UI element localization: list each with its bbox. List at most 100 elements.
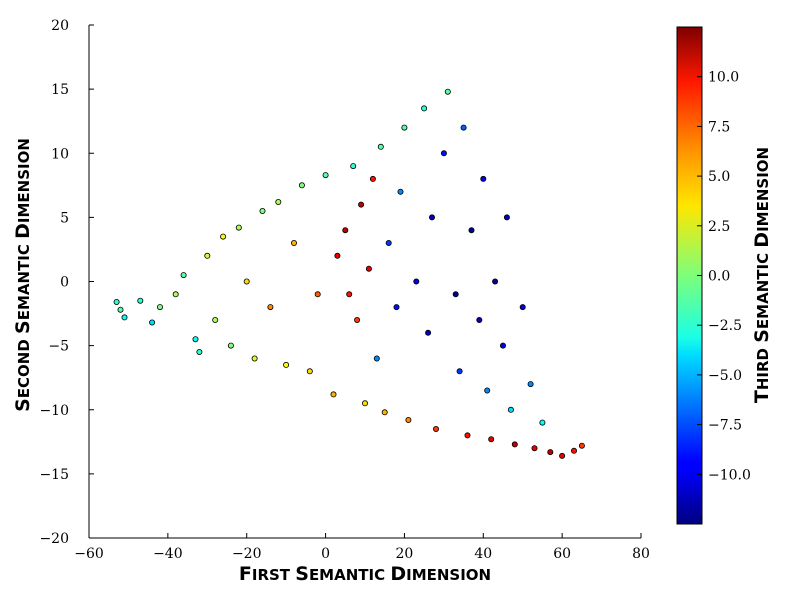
scatter-point-40	[393, 304, 400, 311]
colorbar-tick-label-4: 0.0	[708, 269, 730, 285]
x-tick-label-5: 40	[474, 546, 492, 562]
colorbar-tick-label-0: −10.0	[708, 467, 751, 483]
scatter-point-42	[401, 124, 408, 131]
scatter-point-4	[149, 319, 156, 326]
scatter-point-48	[432, 425, 439, 432]
scatter-point-34	[365, 265, 372, 272]
scatter-point-0	[113, 298, 120, 305]
scatter-point-3	[137, 297, 144, 304]
scatter-point-28	[342, 227, 349, 234]
scatter-point-5	[156, 304, 163, 311]
scatter-point-36	[373, 355, 380, 362]
scatter-point-35	[369, 175, 376, 182]
scatter-point-10	[204, 252, 211, 259]
y-tick-label-6: 10	[51, 146, 69, 162]
colorbar-tick-label-2: −5.0	[708, 368, 742, 384]
scatter-point-62	[503, 214, 510, 221]
scatter-point-21	[290, 239, 297, 246]
colorbar-tick-label-8: 10.0	[708, 70, 739, 86]
scatter-point-43	[405, 416, 412, 423]
scatter-point-32	[358, 201, 365, 208]
scatter-point-63	[507, 406, 514, 413]
x-tick-label-0: −60	[74, 546, 104, 562]
scatter-point-52	[456, 368, 463, 375]
colorbar-title: THIRD SEMANTIC DIMENSION	[751, 147, 773, 403]
scatter-point-14	[235, 224, 242, 231]
colorbar-tick-label-3: −2.5	[708, 318, 742, 334]
scatter-point-55	[468, 227, 475, 234]
colorbar-tick-label-6: 5.0	[708, 169, 730, 185]
x-tick-label-6: 60	[553, 546, 571, 562]
scatter-point-17	[259, 207, 266, 214]
scatter-point-22	[298, 182, 305, 189]
scatter-point-44	[413, 278, 420, 285]
scatter-point-38	[381, 409, 388, 416]
y-axis-ticks: −20 −15 −10 −5 0 5 10 15 20	[39, 18, 94, 547]
scatter-point-1	[117, 306, 124, 313]
scatter-point-2	[121, 314, 128, 321]
scatter-point-68	[539, 419, 546, 426]
scatter-point-19	[275, 198, 282, 205]
colorbar-ticks: −10.0 −7.5 −5.0 −2.5 0.0 2.5 5.0 7.5 10.0	[697, 70, 751, 483]
scatter-points	[113, 88, 585, 459]
scatter-point-56	[476, 316, 483, 323]
scatter-point-16	[251, 355, 258, 362]
scatter-point-71	[571, 447, 578, 454]
scatter-point-9	[196, 348, 203, 355]
scatter-point-64	[511, 441, 518, 448]
scatter-point-41	[397, 188, 404, 195]
scatter-point-59	[488, 436, 495, 443]
scatter-point-30	[350, 163, 357, 170]
scatter-point-72	[578, 442, 585, 449]
y-tick-label-8: 20	[51, 18, 69, 34]
scatter-point-26	[330, 391, 337, 398]
scatter-point-61	[499, 342, 506, 349]
y-tick-label-4: 0	[60, 275, 69, 291]
scatter-point-70	[559, 452, 566, 459]
scatter-point-66	[527, 381, 534, 388]
scatter-point-31	[354, 316, 361, 323]
y-tick-label-3: −5	[48, 339, 69, 355]
scatter-point-8	[192, 336, 199, 343]
scatter-point-23	[306, 368, 313, 375]
colorbar-tick-label-7: 7.5	[708, 119, 730, 135]
scatter-point-13	[227, 342, 234, 349]
scatter-point-58	[484, 387, 491, 394]
x-tick-label-3: 0	[321, 546, 330, 562]
y-tick-label-0: −20	[39, 531, 69, 547]
x-tick-label-1: −40	[153, 546, 183, 562]
scatter-point-50	[444, 88, 451, 95]
scatter-point-67	[531, 445, 538, 452]
x-axis-title: FIRST SEMANTIC DIMENSION	[239, 563, 491, 585]
scatter-point-46	[425, 329, 432, 336]
colorbar-tick-label-1: −7.5	[708, 418, 742, 434]
scatter-point-7	[180, 272, 187, 279]
scatter-point-47	[428, 214, 435, 221]
y-tick-label-1: −15	[39, 467, 69, 483]
x-tick-label-7: 80	[632, 546, 650, 562]
scatter-point-39	[385, 239, 392, 246]
scatter-point-11	[212, 316, 219, 323]
x-axis-ticks: −60 −40 −20 0 20 40 60 80	[74, 533, 650, 562]
scatter-point-57	[480, 175, 487, 182]
scatter-point-45	[421, 105, 428, 112]
scatter-point-6	[172, 291, 179, 298]
scatter-point-37	[377, 143, 384, 150]
scatter-point-25	[322, 172, 329, 179]
scatter-point-49	[440, 150, 447, 157]
y-axis-title: SECOND SEMANTIC DIMENSION	[12, 138, 34, 412]
scatter-point-27	[334, 252, 341, 259]
scatter-point-51	[452, 291, 459, 298]
scatter-point-54	[464, 432, 471, 439]
colorbar-tick-label-5: 2.5	[708, 219, 730, 235]
scatter-point-18	[267, 304, 274, 311]
x-tick-label-2: −20	[232, 546, 262, 562]
scatter-point-24	[314, 291, 321, 298]
scatter-point-20	[283, 361, 290, 368]
scatter-point-69	[547, 449, 554, 456]
scatter-point-60	[492, 278, 499, 285]
y-tick-label-5: 5	[60, 210, 69, 226]
scatter-point-12	[220, 233, 227, 240]
scatter-point-15	[243, 278, 250, 285]
